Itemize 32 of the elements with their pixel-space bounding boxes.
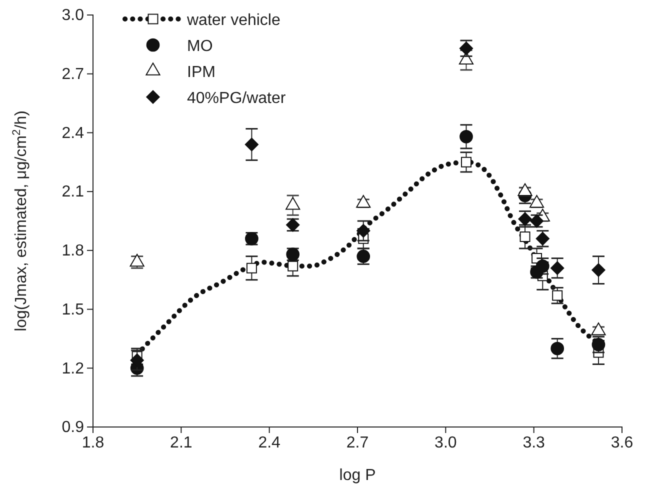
legend-label: IPM	[187, 64, 216, 81]
point	[520, 231, 530, 242]
y-tick-label: 2.7	[62, 66, 84, 83]
y-tick-label: 3.0	[62, 7, 84, 24]
point	[552, 290, 563, 301]
point	[592, 263, 606, 277]
legend-label: water vehicle	[186, 12, 280, 29]
point	[460, 130, 473, 144]
y-tick-label: 2.1	[62, 184, 84, 201]
point	[460, 156, 472, 168]
legend-label: MO	[187, 38, 213, 55]
point	[550, 261, 564, 275]
y-tick-label: 1.8	[62, 242, 84, 260]
x-tick-label: 1.8	[82, 434, 104, 452]
x-tick-label: 3.6	[610, 434, 634, 452]
legend-label: 40%PG/water	[187, 90, 286, 107]
x-tick-label: 2.4	[258, 434, 281, 452]
y-tick-label: 0.9	[62, 419, 84, 436]
x-tick-label: 2.7	[346, 434, 369, 452]
point	[288, 260, 298, 272]
x-axis-title: log P	[339, 467, 376, 484]
point	[356, 224, 370, 238]
y-tick-label: 1.5	[62, 301, 84, 318]
point	[550, 342, 564, 356]
y-tick-label: 1.2	[62, 360, 84, 378]
x-tick-label: 3.3	[522, 434, 546, 452]
x-tick-label: 3.0	[434, 434, 457, 452]
point	[130, 353, 144, 368]
point	[246, 262, 257, 274]
x-tick-label: 2.1	[170, 434, 192, 452]
point	[244, 138, 259, 152]
y-tick-label: 2.4	[62, 124, 84, 142]
